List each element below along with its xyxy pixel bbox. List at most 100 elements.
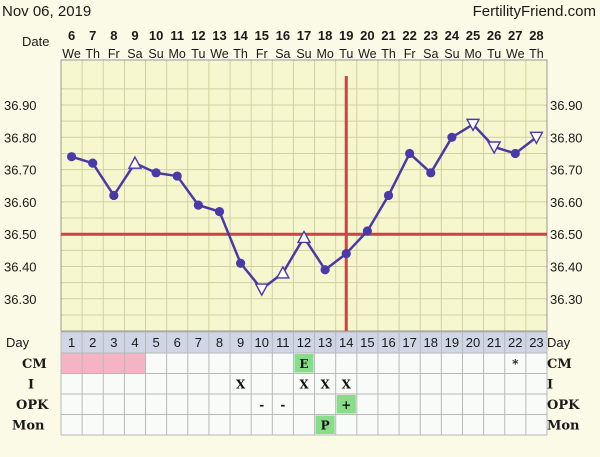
date-number: 11 xyxy=(170,28,184,43)
temperature-plot: 36.90 36.90 36.80 36.80 36.70 36.70 36.60 36.60… xyxy=(4,59,583,332)
date-number: 16 xyxy=(276,28,290,43)
day-number: 20 xyxy=(466,335,480,350)
day-number: 10 xyxy=(255,335,269,350)
weekday-label: Tu xyxy=(339,47,353,61)
weekday-label: Sa xyxy=(423,47,438,61)
weekday-label: We xyxy=(210,47,229,61)
date-number: 17 xyxy=(297,28,311,43)
opk-highlight-cell xyxy=(336,395,356,414)
temp-point[interactable] xyxy=(193,200,203,210)
plot-background xyxy=(61,60,547,331)
temp-point-open-down[interactable] xyxy=(254,283,269,297)
y-tick-left: 36.80 xyxy=(4,130,37,145)
weekday-label: Su xyxy=(444,47,459,61)
temp-point[interactable] xyxy=(426,168,436,178)
weekday-label: Su xyxy=(296,47,311,61)
cm-mark: E xyxy=(299,357,308,371)
date-number: 8 xyxy=(110,28,117,43)
day-number: 9 xyxy=(237,335,244,350)
mon-highlight-cell xyxy=(315,415,335,434)
day-number: 4 xyxy=(131,335,138,350)
date-number: 6 xyxy=(68,28,75,43)
temp-point[interactable] xyxy=(109,190,119,201)
date-number: 27 xyxy=(508,28,522,43)
temp-point[interactable] xyxy=(341,248,351,259)
date-number: 10 xyxy=(149,28,163,43)
opk-mark: - xyxy=(280,398,285,412)
day-number: 14 xyxy=(339,335,353,350)
weekday-label: Sa xyxy=(127,47,142,61)
temp-point-open-down[interactable] xyxy=(465,118,481,132)
i-mark: X xyxy=(320,378,330,392)
row-label-right-mon: Mon xyxy=(547,419,580,434)
weekday-label: We xyxy=(62,47,81,61)
weekday-label: Th xyxy=(529,47,544,61)
temp-point-open-up[interactable] xyxy=(127,155,143,169)
weekday-label: Tu xyxy=(487,47,501,61)
weekday-label: Th xyxy=(85,47,100,61)
date-number: 14 xyxy=(233,28,248,43)
temp-point[interactable] xyxy=(172,171,182,181)
weekday-label: Fr xyxy=(404,47,416,61)
date-row: 6 We 7 Th 8 Fr 9 Sa 10 Su 11 Mo 12 Tu 13 We 14 Th 15 Fr 16 Sa… xyxy=(62,28,543,61)
date-number: 25 xyxy=(466,28,480,43)
y-tick-left: 36.90 xyxy=(4,98,37,113)
day-number: 16 xyxy=(381,335,395,350)
header-site-link[interactable]: FertilityFriend.com xyxy=(473,3,596,20)
bottom-table: 1 2 3 4 5 6 7 8 9 10 11 12 13 14 15 16 17 18 19 20 21 22 23E *X… xyxy=(6,331,580,436)
temp-point[interactable] xyxy=(214,206,225,217)
weekday-label: Sa xyxy=(275,47,290,61)
temp-point-open-down[interactable] xyxy=(486,141,502,155)
day-number: 15 xyxy=(360,335,374,350)
day-number: 2 xyxy=(89,335,96,350)
day-number: 11 xyxy=(276,335,290,350)
row-label-right-day: Day xyxy=(547,335,571,350)
temp-point-open-up[interactable] xyxy=(296,229,312,244)
y-tick-right: 36.30 xyxy=(550,292,583,307)
day-number: 5 xyxy=(152,335,159,350)
weekday-label: Mo xyxy=(464,47,481,61)
temp-point[interactable] xyxy=(362,226,372,236)
row-label-cm: CM xyxy=(22,357,47,372)
temp-point[interactable] xyxy=(510,148,520,159)
date-number: 26 xyxy=(487,28,501,43)
day-number: 7 xyxy=(195,335,202,350)
cm-mark: * xyxy=(512,357,519,371)
cm-pink-cell xyxy=(61,353,83,374)
temp-point[interactable] xyxy=(88,158,98,168)
date-number: 9 xyxy=(131,28,138,43)
y-tick-left: 36.50 xyxy=(4,227,37,242)
y-tick-left: 36.60 xyxy=(4,195,37,210)
temp-point-open-up[interactable] xyxy=(275,265,291,279)
temp-point[interactable] xyxy=(151,168,161,178)
cm-pink-cell xyxy=(124,353,146,374)
date-row-label: Date xyxy=(22,34,49,49)
day-number: 12 xyxy=(297,335,311,350)
temp-point[interactable] xyxy=(383,190,394,201)
y-tick-left: 36.30 xyxy=(4,292,37,307)
day-number: 19 xyxy=(445,335,459,350)
date-number: 19 xyxy=(339,28,353,43)
day-number: 1 xyxy=(68,335,75,350)
weekday-label: We xyxy=(358,47,377,61)
y-tick-right: 36.40 xyxy=(550,260,583,275)
date-number: 12 xyxy=(191,28,205,43)
temp-point[interactable] xyxy=(236,258,246,268)
temp-point[interactable] xyxy=(320,265,330,275)
temp-point[interactable] xyxy=(447,132,457,142)
temp-point[interactable] xyxy=(405,148,415,159)
date-number: 28 xyxy=(529,28,543,43)
y-tick-left: 36.70 xyxy=(4,163,37,178)
weekday-label: Su xyxy=(148,47,163,61)
temp-point-open-down[interactable] xyxy=(529,131,544,145)
weekday-label: Tu xyxy=(191,47,205,61)
temp-point[interactable] xyxy=(66,152,77,162)
opk-mark: - xyxy=(259,398,264,412)
day-number: 23 xyxy=(529,335,543,350)
date-number: 24 xyxy=(445,28,460,43)
date-number: 15 xyxy=(255,28,269,43)
i-mark: X xyxy=(299,378,309,392)
mon-mark: P xyxy=(321,419,330,433)
cm-highlight-cell xyxy=(294,354,314,373)
